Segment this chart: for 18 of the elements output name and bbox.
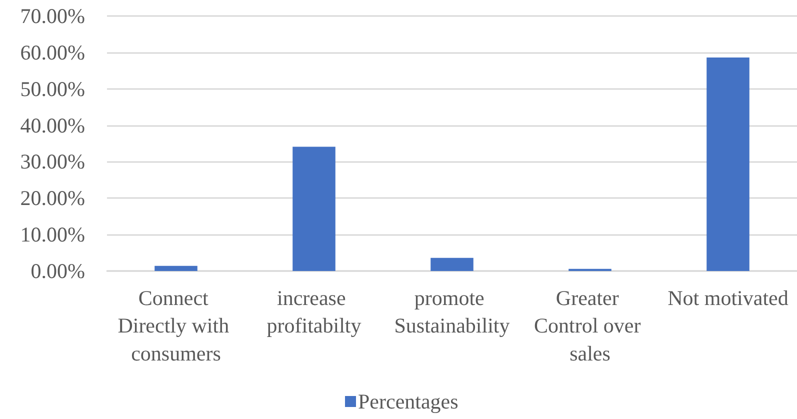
legend-label: Percentages xyxy=(358,390,458,414)
x-tick-label: promote Sustainability xyxy=(394,286,510,338)
y-tick-label: 0.00% xyxy=(30,259,85,283)
y-tick-label: 40.00% xyxy=(20,113,85,138)
y-tick-label: 70.00% xyxy=(20,4,85,28)
bar xyxy=(430,258,474,271)
bar xyxy=(706,58,750,271)
y-tick-label: 50.00% xyxy=(20,76,85,101)
x-tick-label: Connect Directly with consumers xyxy=(118,286,234,366)
y-tick-label: 30.00% xyxy=(20,150,85,174)
x-tick-label: Not motivated xyxy=(668,286,789,310)
bar xyxy=(154,266,198,271)
y-tick-label: 10.00% xyxy=(20,222,85,247)
y-tick-label: 20.00% xyxy=(20,186,85,210)
bar xyxy=(292,146,336,271)
x-tick-label: increase profitabilty xyxy=(266,286,362,338)
y-tick-label: 60.00% xyxy=(20,40,85,64)
x-tick-label: Greater Control over sales xyxy=(534,286,646,366)
